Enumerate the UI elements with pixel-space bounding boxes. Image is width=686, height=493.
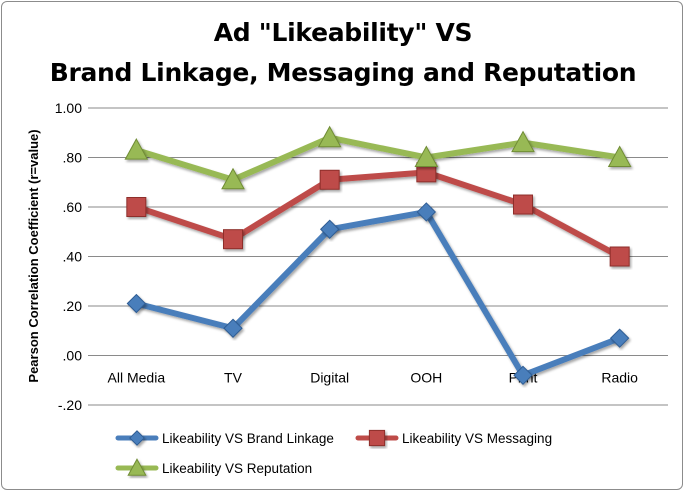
- x-tick-label: Radio: [601, 370, 638, 386]
- x-tick-label: Digital: [310, 370, 349, 386]
- x-axis-ticks: All MediaTVDigitalOOHPrintRadio: [108, 370, 639, 386]
- x-tick-label: All Media: [108, 370, 166, 386]
- series-line: [133, 134, 623, 183]
- y-axis-ticks: 1.00 .80 .60 .40 .20 .00 -.20: [55, 100, 82, 413]
- data-point: [513, 365, 533, 386]
- data-point: [223, 318, 243, 338]
- series-line: [133, 169, 623, 260]
- data-point: [126, 293, 147, 314]
- legend-marker: [127, 458, 147, 476]
- series-1: [126, 202, 630, 386]
- legend-marker: [368, 429, 386, 447]
- series-3: [124, 125, 632, 190]
- chart-title-line-1: Ad "Likeability" VS: [213, 18, 473, 47]
- data-point: [414, 145, 439, 168]
- legend-item: Likeability VS Messaging: [355, 429, 552, 447]
- chart-title-line-2: Brand Linkage, Messaging and Reputation: [49, 58, 637, 87]
- data-point: [124, 138, 149, 160]
- y-axis-label: Pearson Correlation Coefficient (r=value…: [26, 129, 41, 382]
- legend-item: Likeability VS Brand Linkage: [115, 430, 334, 446]
- data-point: [319, 219, 340, 239]
- y-tick-label: .80: [63, 150, 83, 166]
- legend-marker: [129, 430, 145, 446]
- data-point: [511, 130, 535, 153]
- y-tick-label: .40: [63, 249, 83, 265]
- data-point: [319, 169, 340, 190]
- data-point: [609, 246, 630, 267]
- legend-label: Likeability VS Brand Linkage: [162, 431, 334, 446]
- y-tick-label: -.20: [58, 397, 82, 413]
- x-tick-label: TV: [224, 370, 243, 386]
- series-line: [133, 208, 623, 379]
- data-point: [126, 197, 147, 217]
- legend-item: Likeability VS Reputation: [115, 458, 312, 476]
- data-point: [513, 194, 533, 215]
- x-tick-label: OOH: [410, 370, 442, 386]
- y-tick-label: .60: [63, 199, 83, 215]
- series-2: [126, 162, 630, 267]
- data-point: [416, 202, 437, 222]
- data-point: [607, 145, 632, 168]
- legend: Likeability VS Brand Linkage Likeability …: [115, 429, 552, 476]
- y-tick-label: .20: [63, 298, 83, 314]
- legend-label: Likeability VS Reputation: [162, 461, 312, 476]
- data-point: [317, 125, 342, 148]
- series-layer: [124, 125, 632, 386]
- legend-label: Likeability VS Messaging: [402, 431, 552, 446]
- data-point: [221, 167, 245, 190]
- y-tick-label: 1.00: [55, 100, 82, 116]
- data-point: [223, 229, 243, 250]
- y-tick-label: .00: [63, 348, 83, 364]
- data-point: [609, 328, 630, 348]
